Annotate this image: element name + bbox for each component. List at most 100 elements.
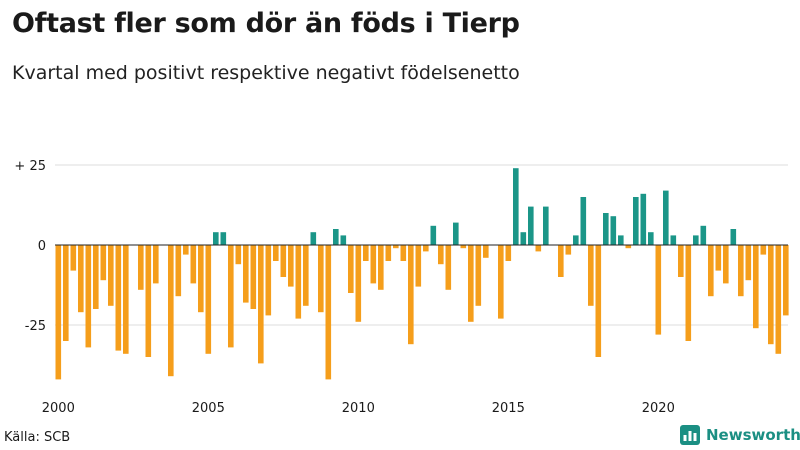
bar	[543, 206, 549, 245]
bar	[663, 190, 669, 245]
brand-name: Newsworthy	[706, 426, 800, 444]
bar	[78, 245, 84, 313]
bar	[325, 245, 332, 380]
bar	[183, 245, 189, 255]
bar	[498, 245, 504, 319]
bar	[198, 245, 204, 313]
bar	[228, 245, 234, 348]
bar	[273, 245, 279, 261]
newsworthy-logo-icon	[680, 425, 700, 445]
bar	[153, 245, 159, 284]
bar	[603, 213, 609, 245]
bar	[700, 225, 707, 245]
bar	[588, 245, 594, 306]
bar	[768, 245, 774, 345]
bar	[475, 245, 482, 306]
bar	[108, 245, 114, 306]
bar	[363, 245, 369, 261]
bar	[340, 235, 347, 245]
bar	[70, 245, 77, 271]
bar	[265, 245, 272, 316]
bar	[310, 232, 317, 245]
bar	[513, 168, 519, 245]
bar	[378, 245, 384, 290]
bar	[303, 245, 309, 306]
bar	[400, 245, 407, 261]
bar	[738, 245, 744, 297]
bar	[288, 245, 294, 287]
bar	[670, 235, 677, 245]
bar	[610, 216, 617, 245]
bar	[138, 245, 144, 290]
bar	[753, 245, 759, 329]
bar	[558, 245, 564, 277]
bar	[220, 232, 227, 245]
bar	[453, 222, 459, 245]
bar	[505, 245, 512, 261]
bar	[123, 245, 129, 354]
y-tick-label: -25	[25, 319, 46, 334]
bar	[723, 245, 729, 284]
bar	[565, 245, 572, 255]
y-axis: + 25 0 -25	[14, 159, 46, 334]
chart-title: Oftast fler som dör än föds i Tierp	[12, 8, 520, 39]
bar	[535, 245, 542, 252]
x-tick-label: 2015	[492, 401, 525, 416]
bar	[85, 245, 92, 348]
bar	[430, 225, 437, 245]
bar	[648, 232, 654, 245]
bar	[775, 245, 782, 354]
y-tick-label: 0	[38, 239, 46, 254]
chart-subtitle: Kvartal med positivt respektive negativt…	[12, 62, 520, 84]
bar	[708, 245, 714, 297]
bar	[370, 245, 377, 284]
bar	[348, 245, 354, 293]
bar	[393, 245, 399, 249]
bar	[783, 245, 789, 316]
bar	[640, 193, 647, 245]
bar-chart: + 25 0 -25 2000 2005 2010 2015 2020	[14, 159, 789, 416]
bars-layer	[55, 168, 789, 380]
bar	[468, 245, 474, 322]
bar	[205, 245, 212, 354]
bar	[445, 245, 452, 290]
bar	[408, 245, 414, 345]
bar	[625, 245, 632, 249]
bar	[618, 235, 624, 245]
bar	[93, 245, 99, 309]
bar	[55, 245, 62, 380]
bar	[520, 232, 527, 245]
x-tick-label: 2000	[42, 401, 75, 416]
bar	[385, 245, 392, 261]
bar	[693, 235, 699, 245]
bar	[633, 197, 639, 245]
x-tick-label: 2005	[192, 401, 225, 416]
x-axis: 2000 2005 2010 2015 2020	[42, 401, 675, 416]
bar	[250, 245, 257, 309]
bar	[678, 245, 684, 277]
bar	[760, 245, 767, 255]
bar	[438, 245, 444, 265]
bar	[213, 232, 219, 245]
bar	[595, 245, 602, 357]
bar	[355, 245, 362, 322]
bar	[528, 206, 534, 245]
bar	[175, 245, 182, 297]
bar	[168, 245, 174, 377]
brand-logo[interactable]: Newsworthy	[680, 425, 800, 445]
x-tick-label: 2020	[642, 401, 675, 416]
bar	[145, 245, 152, 357]
bar	[243, 245, 249, 303]
bar	[280, 245, 287, 277]
bar	[100, 245, 107, 281]
bar	[295, 245, 302, 319]
bar	[580, 197, 587, 245]
bar	[685, 245, 692, 341]
bar	[730, 229, 737, 245]
bar	[333, 229, 339, 245]
x-tick-label: 2010	[342, 401, 375, 416]
bar	[318, 245, 324, 313]
bar	[423, 245, 429, 252]
bar	[655, 245, 662, 335]
bar	[258, 245, 264, 364]
